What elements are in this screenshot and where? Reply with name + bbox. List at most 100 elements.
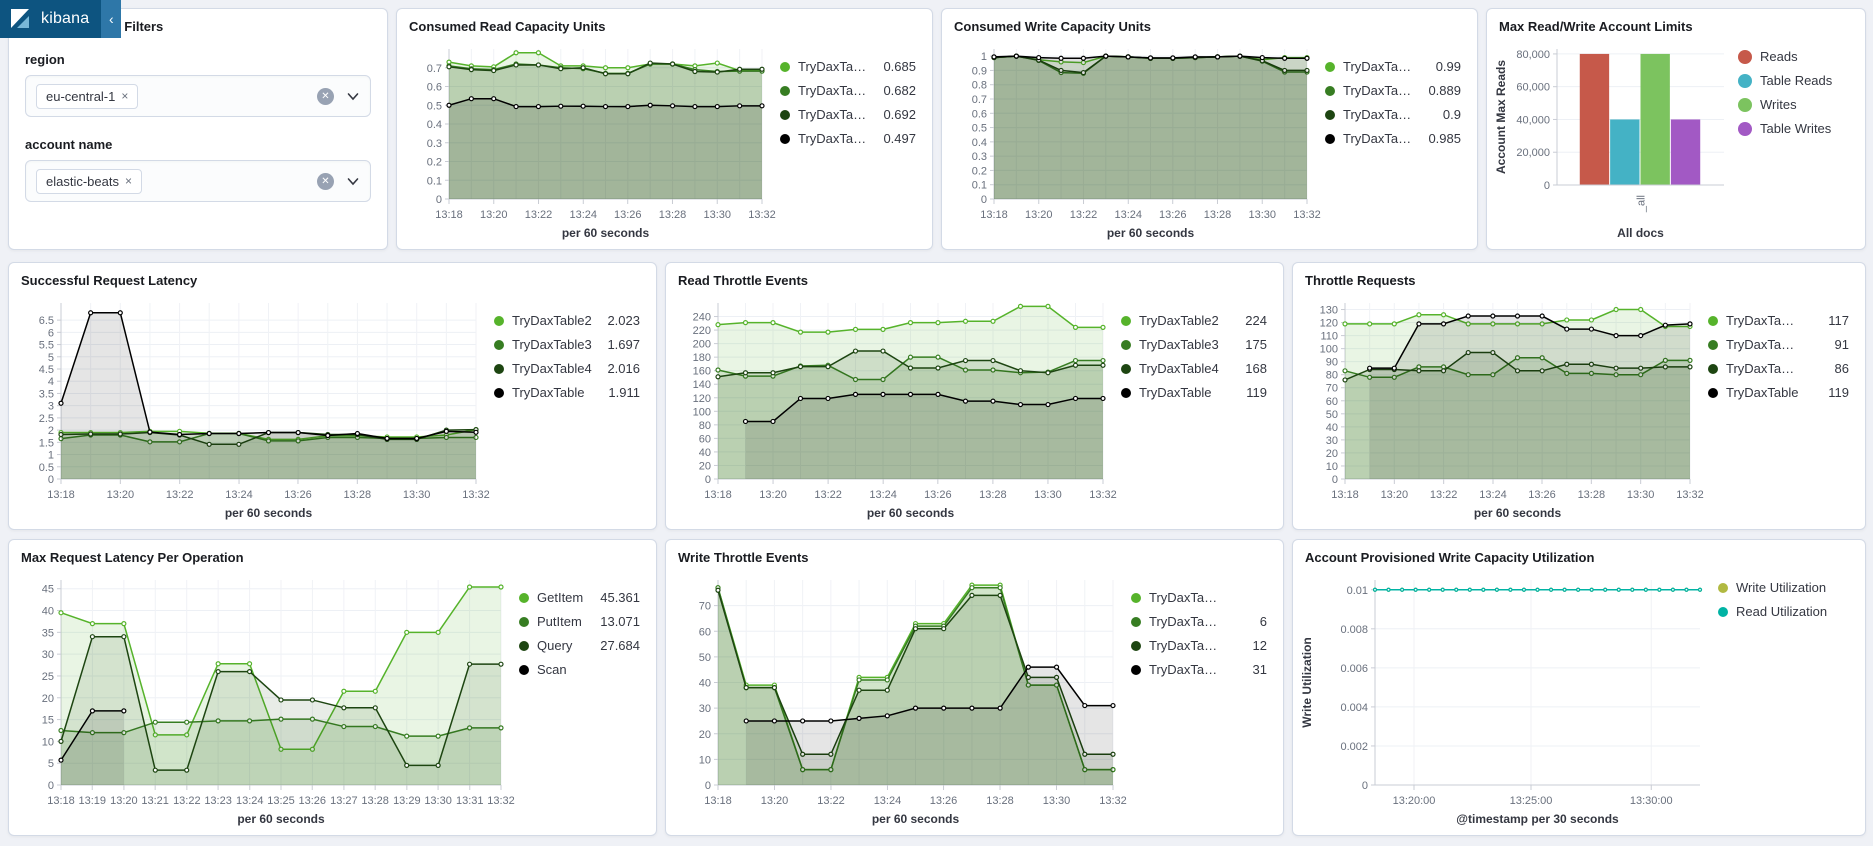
chevron-down-icon[interactable]	[346, 174, 360, 188]
svg-text:13:24: 13:24	[874, 795, 902, 807]
svg-text:13:32: 13:32	[487, 795, 515, 807]
svg-text:35: 35	[42, 627, 54, 639]
kibana-navbar: kibana ‹	[0, 0, 122, 38]
svg-text:0: 0	[981, 194, 987, 206]
account-filter-chip[interactable]: elastic-beats ×	[36, 168, 142, 194]
series-line	[1369, 315, 1691, 369]
chip-close-icon[interactable]: ×	[124, 174, 132, 188]
legend-item[interactable]: TryDaxTable4 0.692	[780, 107, 916, 122]
panel-max-request-latency-per-operation: Max Request Latency Per Operation 0 5 10 15…	[8, 539, 657, 836]
panel-consumed-write-capacity-units: Consumed Write Capacity Units 0 0.1 0.2 0.3…	[941, 8, 1478, 250]
legend-item[interactable]: TryDaxTable2 224	[1121, 313, 1267, 328]
svg-text:90: 90	[1326, 357, 1338, 369]
legend-item[interactable]: Write Utilization	[1718, 580, 1849, 595]
legend-item[interactable]: TryDaxTable 0.497	[780, 131, 916, 146]
bar-table-reads[interactable]	[1610, 119, 1640, 185]
sidebar-collapse-button[interactable]: ‹	[101, 0, 122, 38]
legend-label: Table Reads	[1760, 73, 1833, 88]
legend-dot-icon	[1738, 73, 1752, 88]
series-area	[994, 56, 1307, 200]
legend-dot-icon	[1738, 97, 1752, 112]
legend-item[interactable]: GetItem 45.361	[519, 590, 640, 605]
panel-read-throttle-events: Read Throttle Events 0 20 40 60 80 100 120 140 1…	[665, 262, 1284, 530]
legend-item[interactable]: TryDaxTable3 1.697	[494, 337, 640, 352]
series-line	[745, 393, 1103, 423]
legend-item[interactable]: Read Utilization	[1718, 604, 1849, 619]
region-filter-chip[interactable]: eu-central-1 ×	[36, 83, 139, 109]
legend-value: 0.692	[883, 107, 916, 122]
legend-value: 0.685	[883, 59, 916, 74]
panel-consumed-read-capacity-units: Consumed Read Capacity Units 0 0.1 0.2 0.3 0…	[396, 8, 933, 250]
legend-item[interactable]: TryDaxTable2 117	[1708, 313, 1849, 328]
svg-text:2.5: 2.5	[39, 413, 54, 425]
legend-item[interactable]: TryDaxTable4 2.016	[494, 361, 640, 376]
panel-successful-request-latency: Successful Request Latency 0 0.5 1 1.5 2 2.5 3…	[8, 262, 657, 530]
legend-item[interactable]: TryDaxTable2 2.023	[494, 313, 640, 328]
legend-item[interactable]: TryDaxTable4 168	[1121, 361, 1267, 376]
kibana-logo-icon	[8, 7, 32, 31]
legend-item[interactable]: TryDaxTable2	[1131, 590, 1267, 605]
svg-text:5: 5	[48, 352, 54, 364]
svg-text:13:28: 13:28	[979, 489, 1007, 501]
svg-text:13:22: 13:22	[525, 209, 553, 221]
kibana-home-button[interactable]: kibana	[0, 0, 102, 38]
legend-item[interactable]: TryDaxTable 1.911	[494, 385, 640, 400]
panel-account-provisioned-write-capacity-utilization: Account Provisioned Write Capacity Utili…	[1292, 539, 1866, 836]
legend-item[interactable]: Writes	[1738, 97, 1849, 112]
svg-text:13:22: 13:22	[1070, 209, 1098, 221]
svg-text:13:18: 13:18	[1331, 489, 1359, 501]
svg-text:Account Max Reads: Account Max Reads	[1494, 60, 1508, 174]
legend-value: 1.911	[608, 385, 640, 400]
svg-text:0.1: 0.1	[972, 180, 987, 192]
legend-item[interactable]: TryDaxTable2 0.685	[780, 59, 916, 74]
legend-item[interactable]: TryDaxTable3 6	[1131, 614, 1267, 629]
legend-dot-icon	[494, 339, 504, 350]
legend-item[interactable]: TryDaxTable 31	[1131, 662, 1267, 677]
svg-text:20: 20	[699, 729, 711, 741]
chevron-down-icon[interactable]	[346, 89, 360, 103]
legend-value: 0.889	[1428, 83, 1461, 98]
svg-text:0.4: 0.4	[972, 137, 987, 149]
bar-reads[interactable]	[1579, 53, 1610, 185]
legend-item[interactable]: TryDaxTable 119	[1121, 385, 1267, 400]
legend-value: 0.985	[1428, 131, 1461, 146]
legend-item[interactable]: Reads	[1738, 49, 1849, 64]
legend-item[interactable]: TryDaxTable2 0.99	[1325, 59, 1461, 74]
series-line	[746, 666, 1113, 722]
legend-item[interactable]: TryDaxTable 119	[1708, 385, 1849, 400]
legend-item[interactable]: Table Writes	[1738, 121, 1849, 136]
panel-title: Consumed Read Capacity Units	[409, 19, 606, 34]
legend-value: 1.697	[607, 337, 640, 352]
legend-dot-icon	[780, 133, 790, 144]
legend-item[interactable]: Query 27.684	[519, 638, 640, 653]
legend-item[interactable]: Scan	[519, 662, 640, 677]
svg-text:0.2: 0.2	[427, 157, 442, 169]
chip-close-icon[interactable]: ×	[121, 89, 129, 103]
legend-item[interactable]: TryDaxTable3 0.889	[1325, 83, 1461, 98]
svg-text:per 60 seconds: per 60 seconds	[1474, 506, 1562, 520]
svg-text:40: 40	[699, 447, 711, 459]
clear-selection-icon[interactable]: ✕	[317, 172, 334, 190]
region-filter-input[interactable]: eu-central-1 × ✕	[25, 75, 371, 117]
legend-item[interactable]: TryDaxTable 0.985	[1325, 131, 1461, 146]
legend-item[interactable]: TryDaxTable3 91	[1708, 337, 1849, 352]
legend-item[interactable]: Table Reads	[1738, 73, 1849, 88]
legend-item[interactable]: TryDaxTable3 175	[1121, 337, 1267, 352]
region-field-label: region	[25, 52, 65, 67]
account-filter-input[interactable]: elastic-beats × ✕	[25, 160, 371, 202]
bar-table-writes[interactable]	[1670, 119, 1701, 185]
legend-dot-icon	[1325, 85, 1335, 96]
legend-item[interactable]: PutItem 13.071	[519, 614, 640, 629]
legend-item[interactable]: TryDaxTable4 0.9	[1325, 107, 1461, 122]
bar-writes[interactable]	[1640, 53, 1670, 185]
legend-dot-icon	[1121, 363, 1131, 374]
legend-item[interactable]: TryDaxTable4 86	[1708, 361, 1849, 376]
clear-selection-icon[interactable]: ✕	[317, 87, 334, 105]
legend-item[interactable]: TryDaxTable3 0.682	[780, 83, 916, 98]
svg-text:13:25:00: 13:25:00	[1510, 795, 1553, 807]
consumed-read-capacity-chart: 0 0.1 0.2 0.3 0.4 0.5 0.6 0.7 13:18 13:20 13:22 13:…	[403, 33, 776, 245]
svg-text:40: 40	[1326, 422, 1338, 434]
svg-text:13:29: 13:29	[393, 795, 421, 807]
legend-label: TryDaxTable4	[1343, 107, 1413, 122]
legend-item[interactable]: TryDaxTable4 12	[1131, 638, 1267, 653]
